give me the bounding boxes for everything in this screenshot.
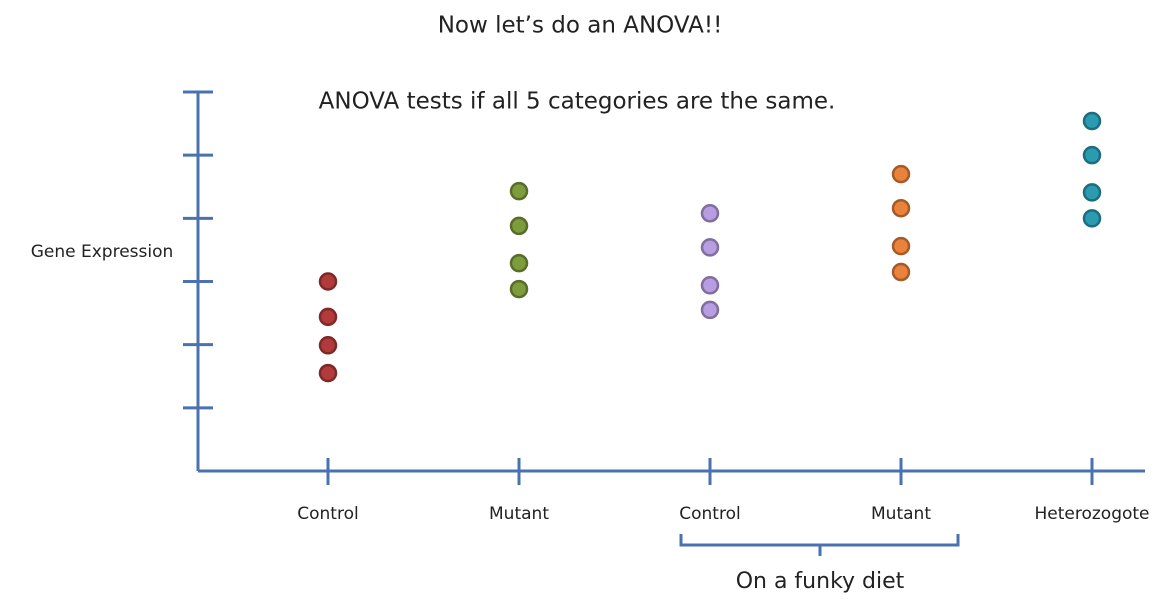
data-point <box>1082 183 1102 202</box>
y-axis-label: Gene Expression <box>31 242 174 262</box>
data-point <box>318 363 338 383</box>
data-point <box>700 238 720 257</box>
data-point <box>509 181 529 201</box>
data-point <box>700 204 720 223</box>
data-point <box>509 279 529 299</box>
data-point <box>1082 209 1102 228</box>
bracket <box>679 534 960 556</box>
data-point <box>318 272 338 291</box>
subtitle: ANOVA tests if all 5 categories are the … <box>319 89 836 115</box>
data-point <box>700 276 720 295</box>
x-tick-label: Heterozogote <box>1034 504 1149 524</box>
x-tick-label: Control <box>679 504 740 524</box>
annotation: On a funky diet <box>736 569 905 594</box>
data-point <box>700 300 720 320</box>
data-point <box>509 216 529 236</box>
data-point <box>891 164 911 184</box>
data-point <box>509 253 529 273</box>
x-tick-label: Control <box>297 504 358 524</box>
chart-title: Now let’s do an ANOVA!! <box>438 13 723 39</box>
x-tick-label: Mutant <box>871 504 931 524</box>
x-tick-label: Mutant <box>489 504 549 524</box>
data-point <box>318 307 338 327</box>
data-point <box>1082 111 1102 131</box>
data-point <box>891 198 911 218</box>
data-point <box>891 262 911 282</box>
data-point <box>318 336 338 355</box>
data-point <box>891 236 911 256</box>
data-point <box>1082 145 1102 165</box>
